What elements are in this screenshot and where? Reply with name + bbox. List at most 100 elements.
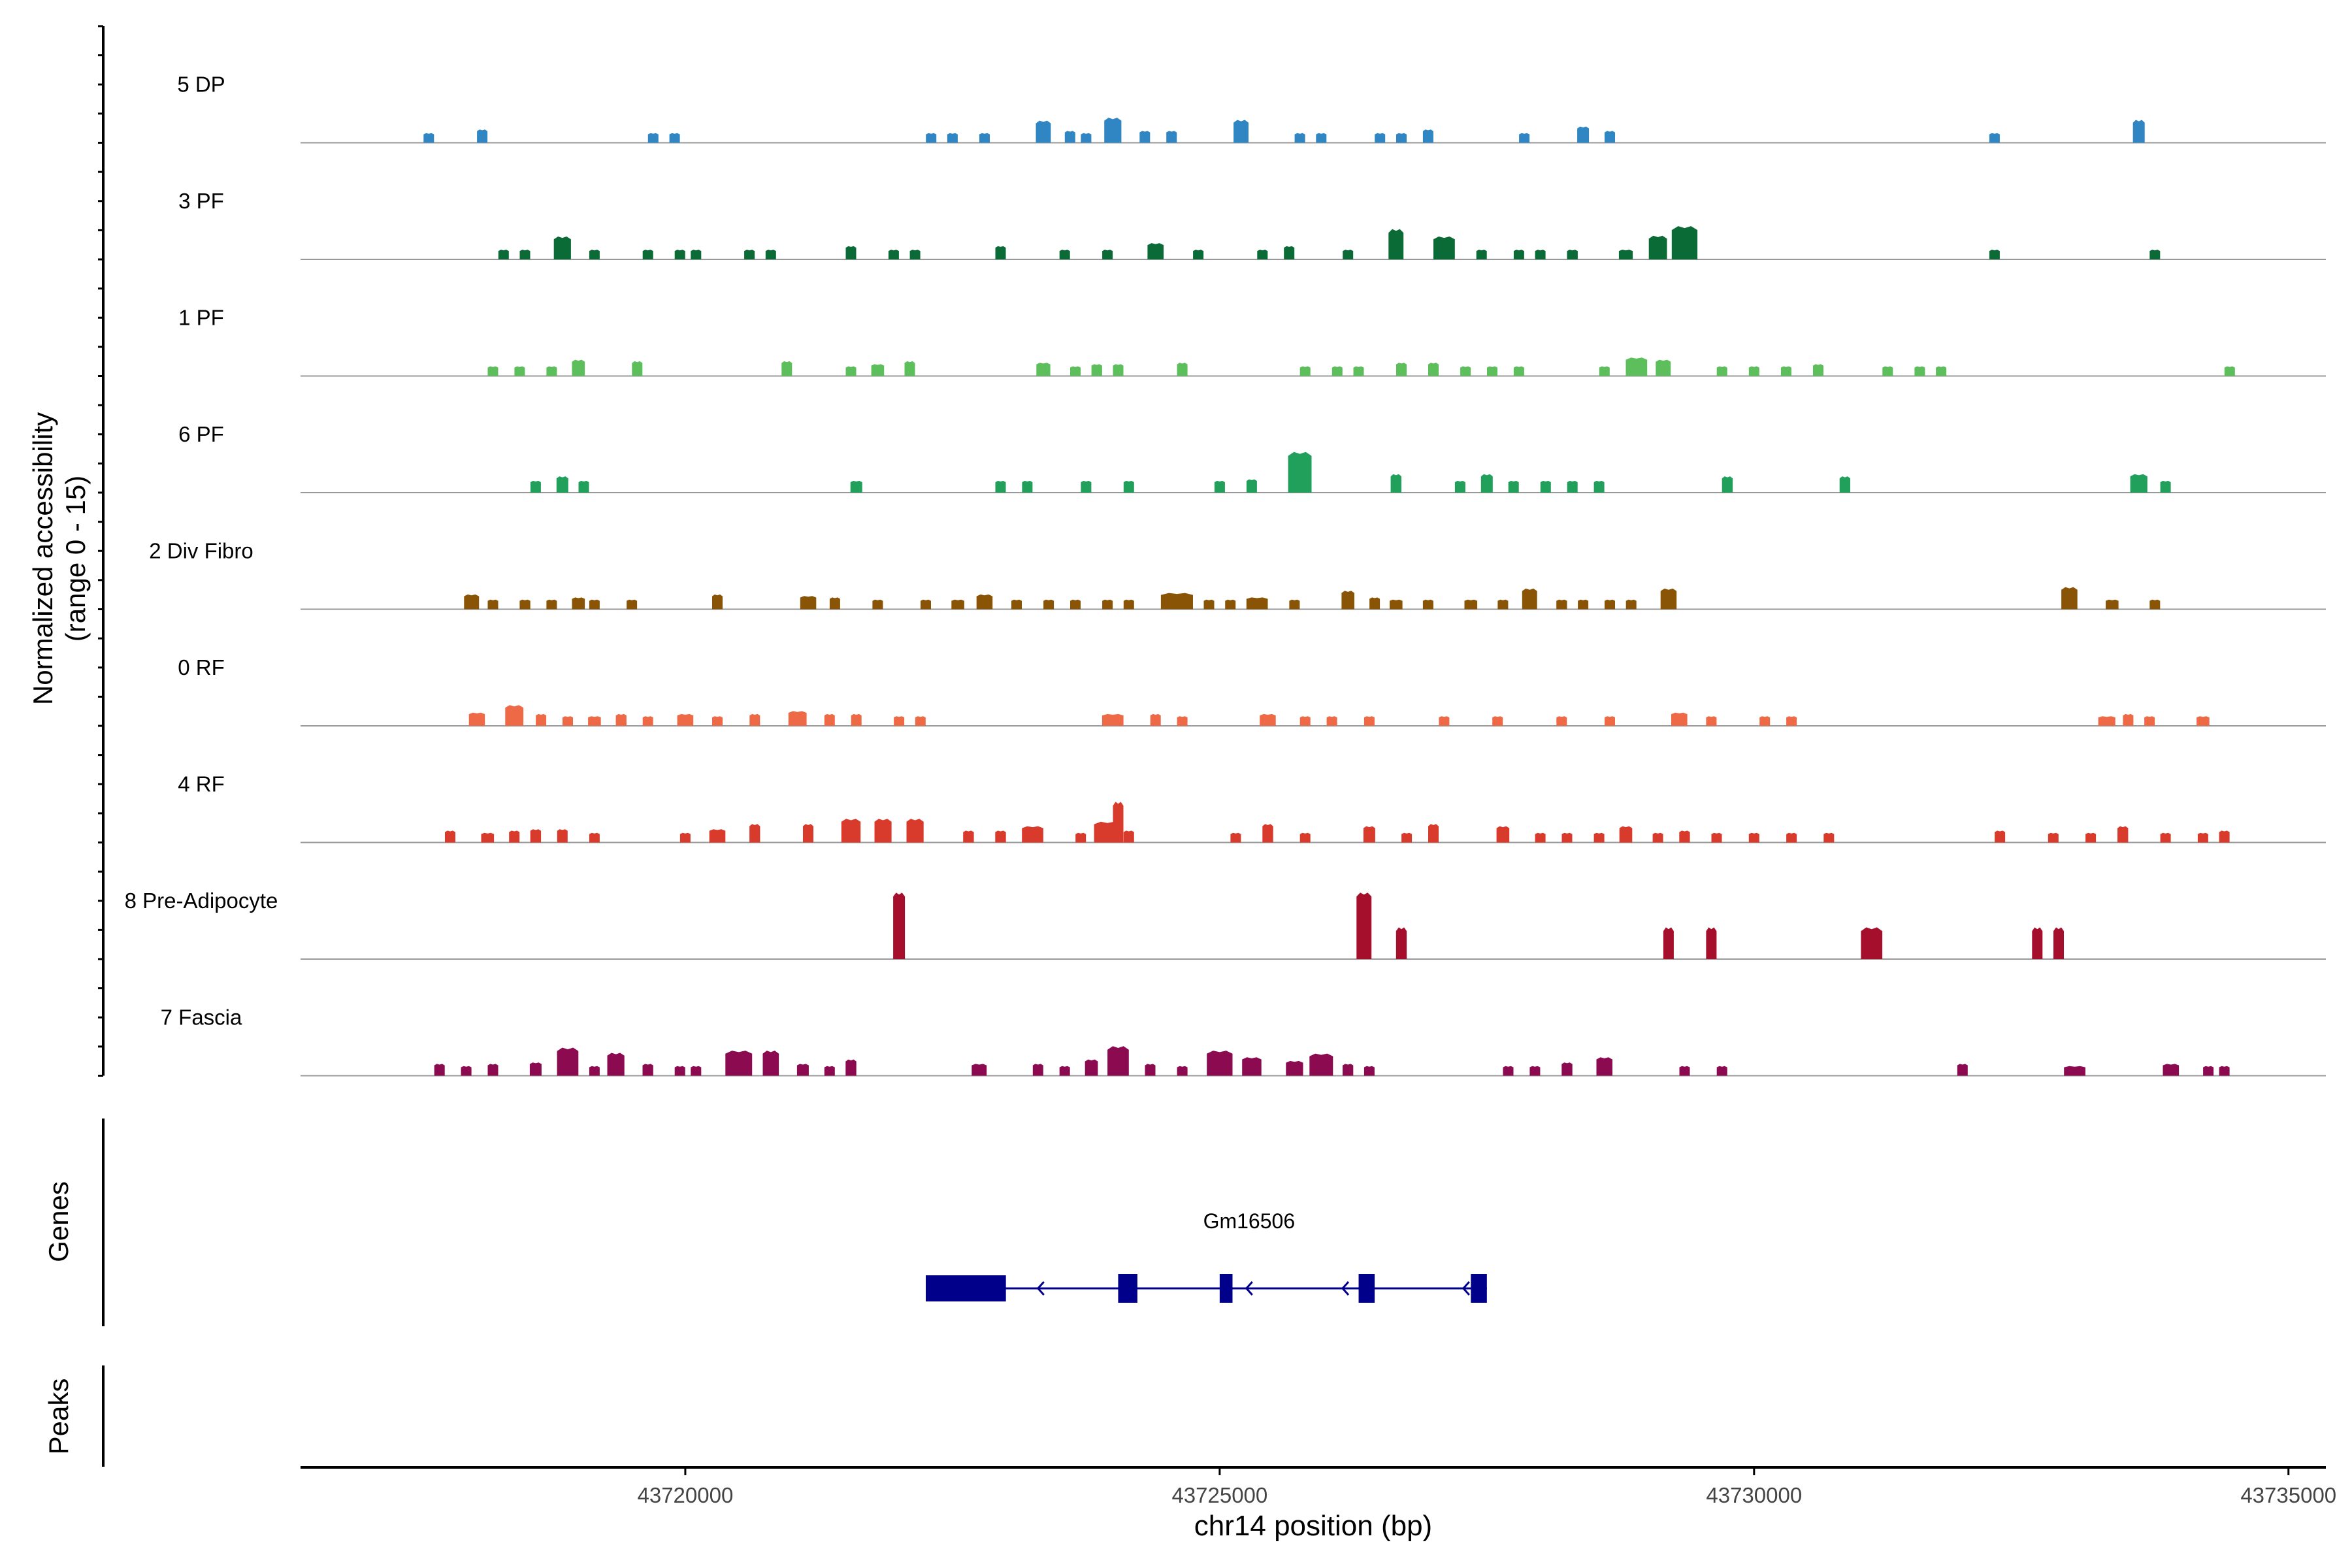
- coverage-y-axis-label-line1: Normalized accessibility: [27, 412, 58, 705]
- coverage-peak: [1396, 133, 1407, 143]
- coverage-peak: [1433, 237, 1455, 259]
- track-label: 5 DP: [177, 73, 225, 97]
- coverage-peak: [546, 366, 557, 376]
- coverage-peak: [572, 359, 585, 376]
- coverage-peak: [1487, 366, 1497, 376]
- coverage-peak: [1503, 1066, 1514, 1076]
- coverage-peak: [781, 361, 792, 376]
- coverage-peak: [1652, 832, 1663, 843]
- coverage-peak: [915, 716, 926, 726]
- coverage-peak: [423, 133, 434, 143]
- coverage-peak: [1299, 832, 1311, 843]
- coverage-peak: [972, 1064, 987, 1076]
- track-label: 4 RF: [178, 772, 225, 796]
- gene-exon: [1471, 1274, 1487, 1303]
- track-2-div-fibro: 2 Div Fibro: [149, 539, 2326, 610]
- coverage-peak: [519, 250, 531, 259]
- coverage-peak: [1422, 599, 1433, 610]
- coverage-peak: [1618, 250, 1633, 259]
- coverage-peak: [841, 819, 861, 843]
- coverage-peak: [1625, 599, 1637, 610]
- coverage-peak: [744, 250, 755, 259]
- coverage-peak: [1331, 366, 1343, 376]
- coverage-peak: [588, 716, 601, 726]
- coverage-peak: [514, 366, 525, 376]
- coverage-peak: [1671, 226, 1698, 259]
- coverage-peak: [976, 594, 993, 610]
- coverage-peak: [2123, 713, 2134, 726]
- coverage-peak: [1203, 599, 1215, 610]
- coverage-y-axis: [98, 25, 105, 1077]
- coverage-peak: [1823, 832, 1835, 843]
- track-label: 8 Pre-Adipocyte: [125, 889, 278, 913]
- coverage-peak: [1059, 1066, 1070, 1076]
- coverage-peak: [1476, 250, 1487, 259]
- coverage-peak: [1326, 716, 1337, 726]
- coverage-peak: [1656, 359, 1671, 376]
- coverage-peak: [749, 824, 760, 843]
- coverage-peak: [642, 1064, 653, 1076]
- gene-exon: [1358, 1274, 1375, 1303]
- coverage-peak: [995, 830, 1006, 843]
- coverage-peak: [1619, 826, 1633, 843]
- coverage-peak: [947, 133, 958, 143]
- coverage-peak: [1599, 366, 1610, 376]
- track-8-pre-adipocyte: 8 Pre-Adipocyte: [125, 889, 2326, 960]
- coverage-peak: [1104, 118, 1122, 143]
- coverage-peak: [1995, 830, 2006, 843]
- coverage-peak: [1454, 480, 1465, 493]
- track-1-pf: 1 PF: [178, 306, 2326, 377]
- coverage-peak: [434, 1064, 445, 1076]
- coverage-peak: [1081, 133, 1092, 143]
- track-3-pf: 3 PF: [178, 189, 2326, 260]
- coverage-peak: [1605, 599, 1615, 610]
- coverage-peak: [1177, 363, 1188, 376]
- coverage-peak: [1561, 1062, 1573, 1076]
- coverage-peak: [1578, 599, 1589, 610]
- track-label: 6 PF: [178, 422, 224, 446]
- coverage-peak: [2224, 366, 2235, 376]
- coverage-peak: [679, 832, 691, 843]
- coverage-peak: [800, 596, 817, 610]
- coverage-peak: [1813, 364, 1823, 376]
- coverage-y-axis-label-line2: (range 0 - 15): [60, 476, 91, 642]
- coverage-peak: [2106, 599, 2119, 610]
- coverage-peak: [1043, 599, 1054, 610]
- coverage-peak: [505, 705, 524, 726]
- coverage-peak: [2160, 832, 2171, 843]
- coverage-peak: [1022, 826, 1043, 843]
- coverage-peak: [1529, 1066, 1541, 1076]
- coverage-peak: [1716, 366, 1727, 376]
- coverage-peak: [1214, 480, 1225, 493]
- coverage-peak: [829, 597, 840, 610]
- coverage-peak: [2197, 716, 2210, 726]
- coverage-peak: [519, 599, 531, 610]
- coverage-peak: [1535, 250, 1546, 259]
- coverage-peak: [557, 1047, 579, 1076]
- coverage-peak: [487, 599, 498, 610]
- coverage-peak: [468, 712, 485, 726]
- coverage-peak: [1519, 133, 1530, 143]
- coverage-peak: [1936, 366, 1947, 376]
- coverage-peak: [1011, 599, 1022, 610]
- coverage-peak: [1070, 366, 1081, 376]
- coverage-peak: [557, 829, 568, 843]
- track-0-rf: 0 RF: [178, 655, 2326, 727]
- coverage-peak: [691, 1066, 702, 1076]
- gene-strand-arrow: [1462, 1281, 1470, 1296]
- coverage-peak: [893, 892, 906, 959]
- coverage-tracks: 5 DP 3 PF 1 PF 6 PF 2 Div Fibro 0 RF 4 RF 8 Pre…: [125, 73, 2326, 1077]
- coverage-peak: [1177, 716, 1188, 726]
- coverage-peak: [1513, 366, 1524, 376]
- coverage-peak: [1166, 131, 1177, 143]
- coverage-peak: [1480, 474, 1493, 493]
- coverage-peak: [1748, 832, 1759, 843]
- coverage-peak: [1102, 250, 1113, 259]
- coverage-peak: [1123, 599, 1134, 610]
- coverage-peak: [677, 713, 694, 726]
- coverage-peak: [1497, 599, 1509, 610]
- coverage-peak: [2085, 832, 2097, 843]
- x-axis-tick-label: 43725000: [1171, 1483, 1267, 1507]
- x-axis-tick-label: 43730000: [1706, 1483, 1802, 1507]
- coverage-peak: [2219, 1066, 2230, 1076]
